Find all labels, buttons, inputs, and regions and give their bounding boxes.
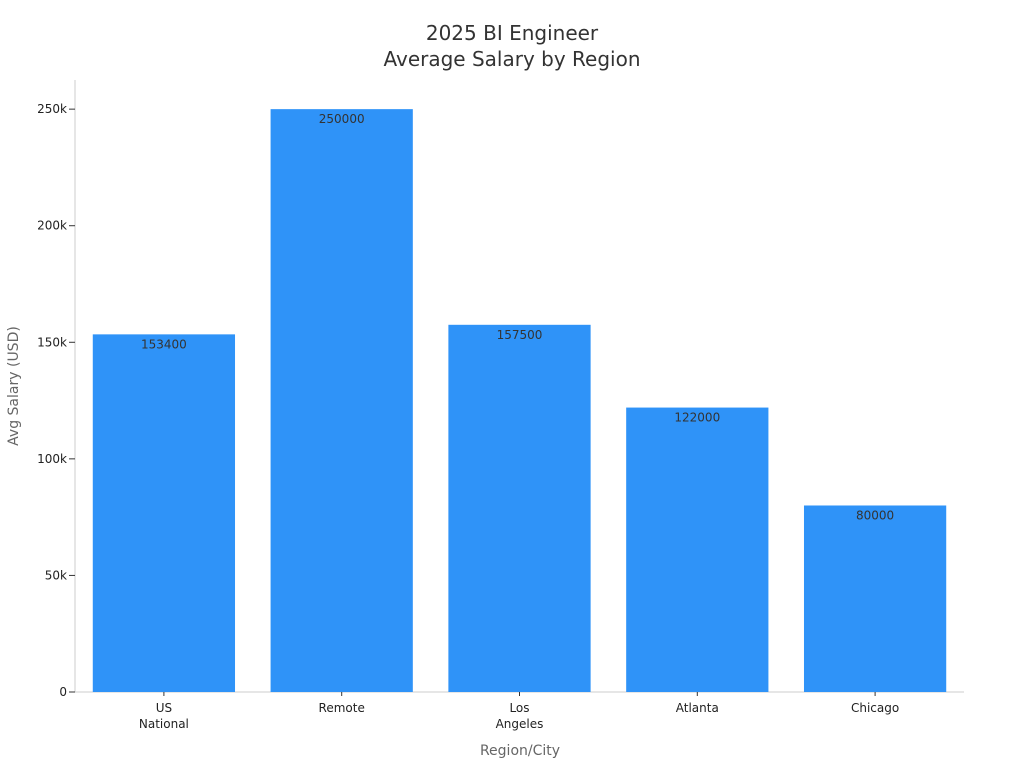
x-tick-label: US National [139,701,189,731]
x-tick-label-line: Angeles [496,717,544,731]
bar-value-label: 153400 [141,337,187,351]
bar [448,324,591,692]
x-tick-label: Remote [319,701,365,715]
x-tick-label-line: Remote [319,701,365,715]
y-tick-label: 200k [37,219,67,233]
bar-value-label: 122000 [674,411,720,425]
chart-title-line-1: 2025 BI Engineer [426,21,599,45]
x-tick-label-line: Chicago [851,701,899,715]
y-tick-label: 250k [37,102,67,116]
bar [92,334,236,692]
x-tick-label-line: Los [509,701,529,715]
y-tick-label: 100k [37,452,67,466]
plot-area: 0 50k 100k 150k 200k 250k 153400 US National 2500… [37,80,964,731]
y-tick-label: 0 [59,685,67,699]
x-tick-label-line: National [139,717,189,731]
y-axis-label: Avg Salary (USD) [6,326,22,446]
x-tick-label: Chicago [851,701,899,715]
x-tick-label-line: Atlanta [676,701,719,715]
bar [270,109,413,692]
x-tick-label: Atlanta [676,701,719,715]
y-tick-label: 150k [37,335,67,349]
bar [626,407,769,692]
bar-value-label: 250000 [319,112,365,126]
chart-title-line-2: Average Salary by Region [383,47,640,71]
x-axis-label: Region/City [480,743,560,759]
x-tick-label: Los Angeles [496,701,544,731]
bar [803,505,947,692]
bar-value-label: 157500 [497,328,543,342]
bar-value-label: 80000 [856,508,894,522]
x-tick-label-line: US [156,701,172,715]
y-tick-label: 50k [45,568,67,582]
